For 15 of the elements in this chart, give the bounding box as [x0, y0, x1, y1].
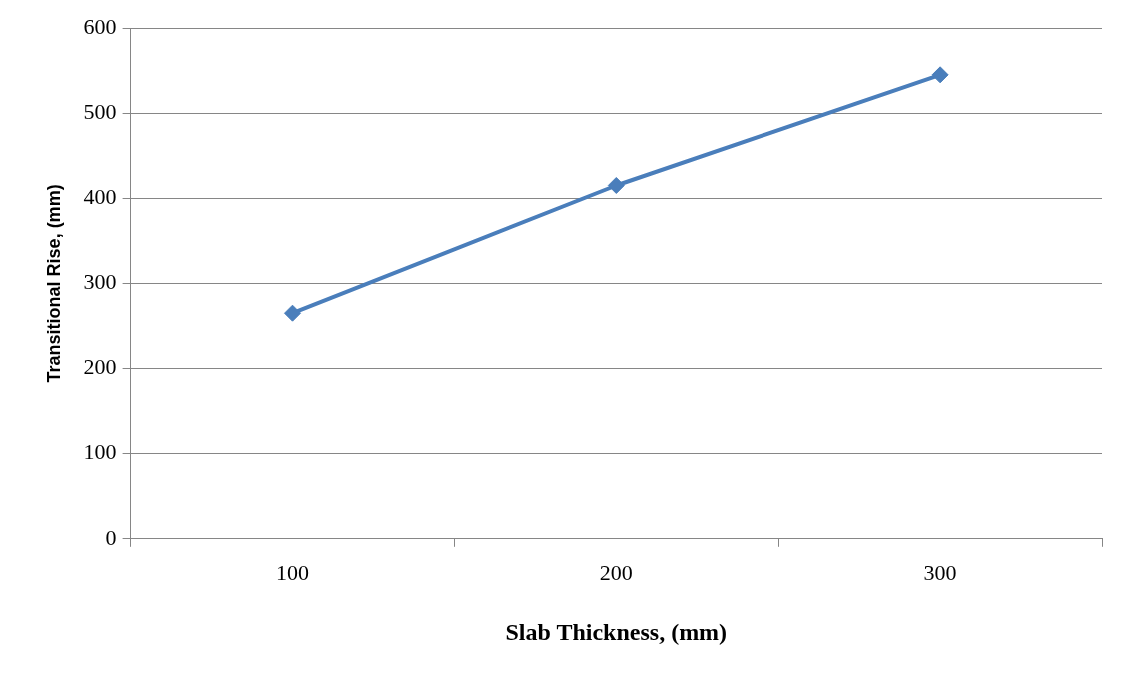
- y-tick-label: 300: [83, 269, 117, 295]
- point: [607, 177, 625, 194]
- y-tick-label: 500: [83, 98, 117, 124]
- x-axis-title: Slab Thickness, (mm): [505, 618, 728, 645]
- x-tick-label: 300: [923, 559, 957, 585]
- point: [284, 304, 301, 322]
- y-axis-title: Transitional Rise, (mm): [43, 184, 64, 383]
- x-tick-label: 100: [276, 559, 309, 585]
- y-tick-label: 200: [83, 354, 117, 380]
- y-tick-label: 400: [83, 184, 117, 210]
- y-tick-label: 600: [83, 13, 117, 39]
- y-tick-label: 0: [105, 524, 117, 550]
- point: [931, 66, 949, 84]
- y-tick-label: 100: [83, 439, 117, 465]
- x-tick-label: 200: [599, 559, 633, 585]
